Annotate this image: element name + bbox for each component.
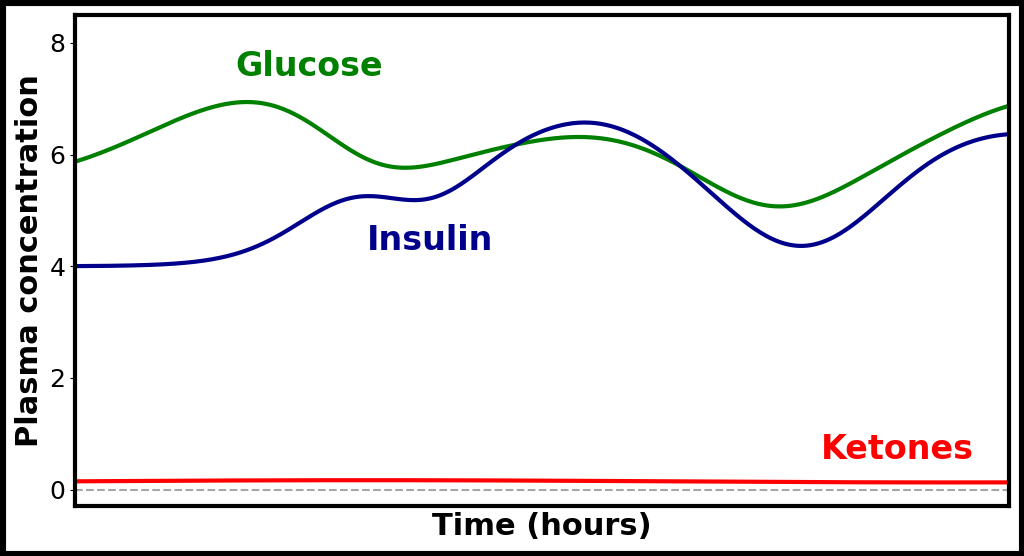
Text: Glucose: Glucose — [234, 51, 383, 83]
Text: Insulin: Insulin — [367, 224, 494, 256]
X-axis label: Time (hours): Time (hours) — [432, 512, 652, 541]
Text: Ketones: Ketones — [820, 433, 974, 466]
Y-axis label: Plasma concentration: Plasma concentration — [15, 75, 44, 447]
